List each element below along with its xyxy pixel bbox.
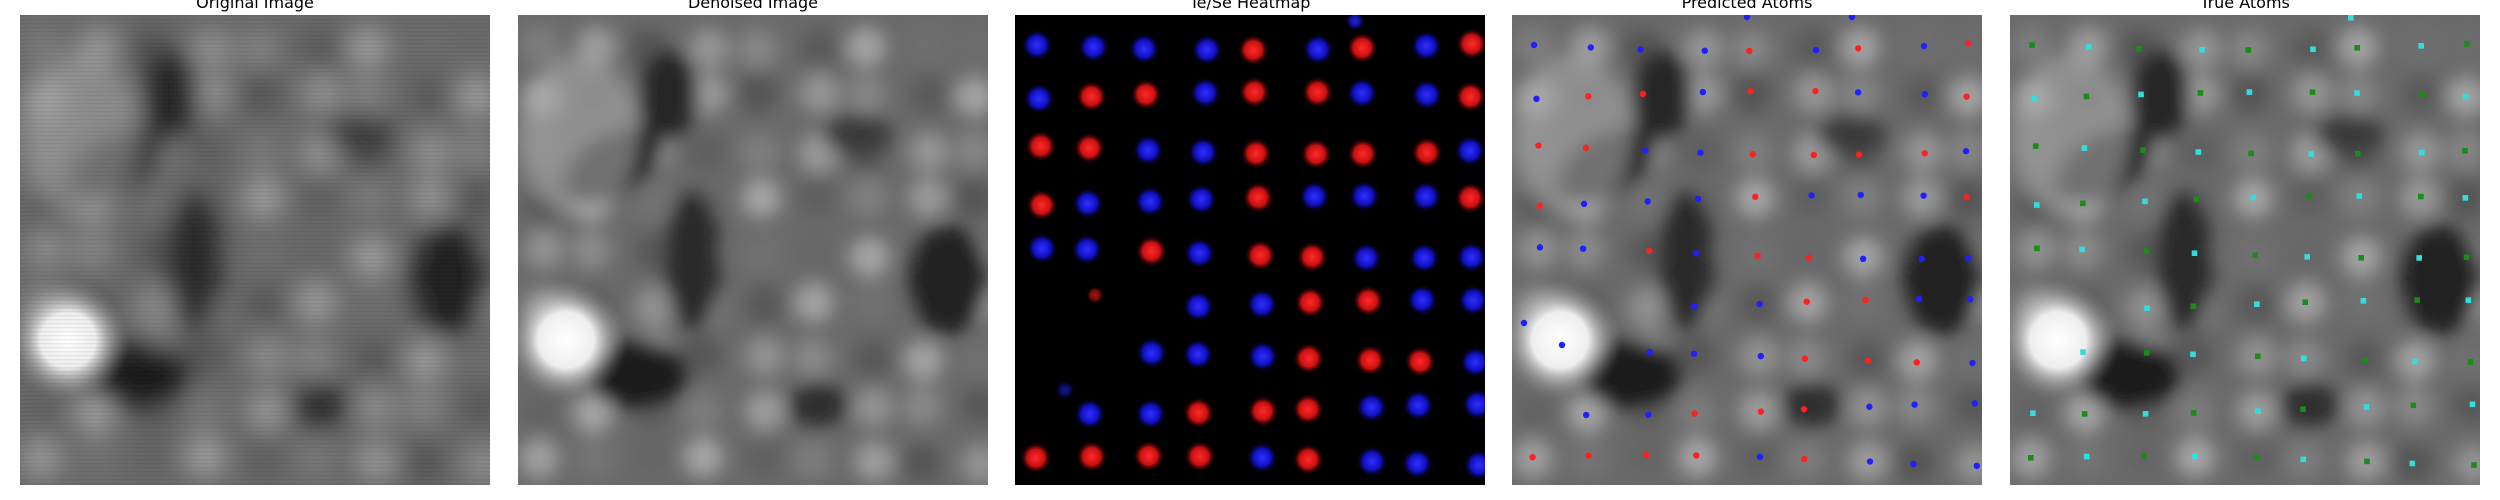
panel-denoised-image: Denoised Image (518, 0, 988, 500)
true-atoms-image (2010, 15, 2480, 485)
panel-heatmap: Te/Se Heatmap (1015, 0, 1485, 500)
panel-title: Denoised Image (687, 0, 819, 12)
denoised-image (518, 15, 988, 485)
predicted-atoms-image (1512, 15, 1982, 485)
panel-title: Predicted Atoms (1681, 0, 1813, 12)
original-image (20, 15, 490, 485)
panel-predicted-atoms: Predicted Atoms (1512, 0, 1982, 500)
panel-original-image: Original Image (20, 0, 490, 500)
panel-title: Te/Se Heatmap (1189, 0, 1311, 12)
te-se-heatmap (1015, 15, 1485, 485)
panel-true-atoms: True Atoms (2010, 0, 2480, 500)
panel-title: True Atoms (2200, 0, 2290, 12)
panel-title: Original Image (196, 0, 314, 12)
